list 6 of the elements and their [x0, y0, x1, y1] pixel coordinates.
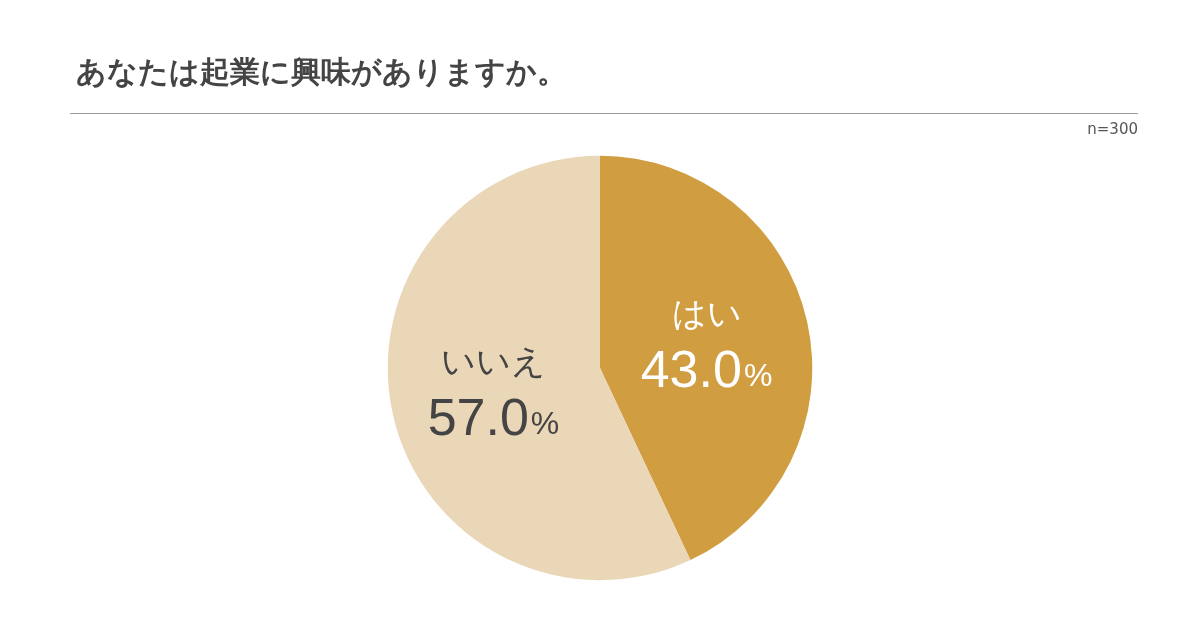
slice-label: はい	[671, 294, 742, 333]
data-label: 57.0%	[427, 387, 560, 446]
text: n=300	[1087, 120, 1138, 138]
slice-label: いいえ	[441, 341, 546, 380]
chart-title: あなたは起業に興味がありますか。	[76, 53, 567, 91]
data-label: 43.0%	[640, 340, 773, 399]
